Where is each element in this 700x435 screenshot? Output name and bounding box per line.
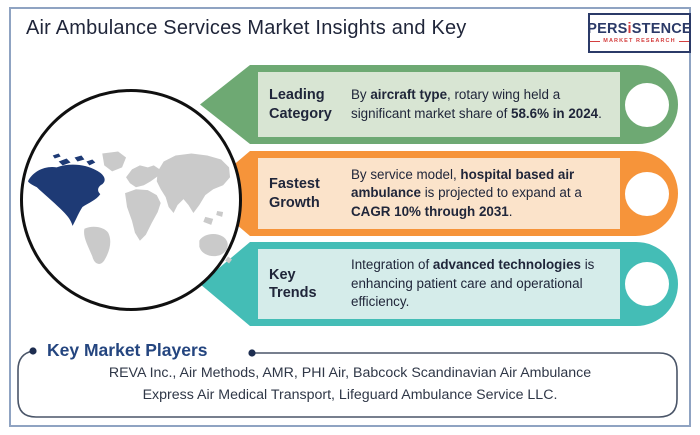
players-list-line-2: Express Air Medical Transport, Lifeguard… <box>142 387 558 403</box>
band-end-circle <box>625 262 669 306</box>
tagline-rule-left <box>590 41 601 43</box>
map-greenland <box>102 151 127 172</box>
band-panel: Fastest Growth By service model, hospita… <box>258 158 620 229</box>
insight-band-key-trends: Key Trends Integration of advanced techn… <box>200 242 678 326</box>
band-description: By service model, hospital based air amb… <box>351 166 582 219</box>
brand-logo: PERSiSTENCE MARKET RESEARCH <box>587 13 692 53</box>
band-description: Integration of advanced technologies is … <box>351 257 595 310</box>
band-panel: Key Trends Integration of advanced techn… <box>258 249 620 319</box>
band-end-circle <box>625 82 669 127</box>
map-africa <box>125 189 161 241</box>
map-arctic-islands <box>52 153 96 166</box>
outer-border <box>9 7 691 427</box>
brand-part-1: PERS <box>587 20 628 37</box>
map-asia <box>156 153 231 213</box>
page-title: Air Ambulance Services Market Insights a… <box>26 17 467 39</box>
tagline-rule-right <box>678 41 689 43</box>
brand-part-i: i <box>627 20 632 37</box>
players-list-line-1: REVA Inc., Air Methods, AMR, PHI Air, Ba… <box>108 365 592 381</box>
world-map <box>27 151 233 264</box>
brand-logo-wordmark: PERSiSTENCE <box>587 20 692 37</box>
map-europe <box>126 165 160 188</box>
tagline-text: MARKET RESEARCH <box>603 38 676 44</box>
band-label: Leading Category <box>269 87 332 122</box>
band-description: By aircraft type, rotary wing held a sig… <box>351 87 602 121</box>
map-new-zealand <box>225 256 233 264</box>
brand-part-2: STENCE <box>631 20 692 37</box>
band-panel: Leading Category By aircraft type, rotar… <box>258 72 620 137</box>
band-label: Fastest Growth <box>269 176 320 211</box>
insight-band-fastest-growth: Fastest Growth By service model, hospita… <box>200 151 678 236</box>
map-north-america <box>27 164 105 226</box>
insight-band-leading-category: Leading Category By aircraft type, rotar… <box>200 65 678 144</box>
players-list: REVA Inc., Air Methods, AMR, PHI Air, Ba… <box>30 362 670 406</box>
world-map-globe <box>20 89 242 311</box>
band-label: Key Trends <box>269 266 317 301</box>
map-southeast-asia-islands <box>203 210 224 225</box>
map-south-america <box>84 226 111 264</box>
band-end-circle <box>625 171 669 216</box>
map-australia <box>199 233 228 257</box>
brand-logo-tagline: MARKET RESEARCH <box>590 38 689 45</box>
players-section-title: Key Market Players <box>47 340 208 360</box>
